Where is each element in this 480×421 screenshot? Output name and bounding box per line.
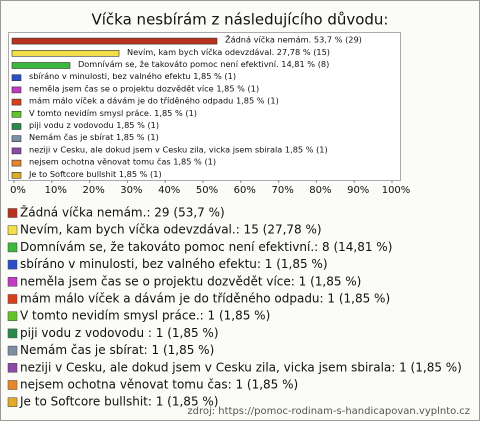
value-label: Domnívám se, že takováto pomoc není efek… [78,59,329,69]
legend-label: Nevím, kam bych víčka odevzdával.: 15 (2… [20,223,322,237]
x-tick-label: 60% [234,185,256,196]
bar [11,123,22,130]
bar [11,147,22,155]
plot-area [8,32,401,181]
legend-label: Domnívám se, že takováto pomoc není efek… [20,240,392,254]
legend-label: neziji v Cesku, ale dokud jsem v Cesku z… [20,360,462,374]
x-tick-label: 40% [158,185,180,196]
bar [11,62,71,69]
legend-swatch [7,397,18,407]
bar [11,172,22,179]
bar [11,37,218,45]
legend-label: neměla jsem čas se o projektu dozvědět v… [20,274,361,288]
value-label: neměla jsem čas se o projektu dozvědět v… [29,83,259,93]
legend-label: sbíráno v minulosti, bez valného efektu:… [20,257,328,271]
value-label: mám málo víček a dávám je do tříděného o… [29,96,279,106]
legend-label: Nemám čas je sbírat: 1 (1,85 %) [20,343,214,357]
x-tick-label: 10% [45,185,67,196]
value-label: Nevím, kam bych víčka odevzdával. 27,78 … [127,47,330,57]
bar [11,74,22,81]
legend-label: Žádná víčka nemám.: 29 (53,7 %) [20,205,225,220]
value-label: Žádná víčka nemám. 53,7 % (29) [225,34,362,45]
source: zdroj: https://pomoc-rodinam-s-handicapo… [187,406,470,417]
value-label: nejsem ochotna věnovat tomu čas 1,85 % (… [29,157,216,167]
legend-swatch [7,380,18,390]
bar [11,49,120,57]
x-tick-label: 100% [382,185,411,196]
legend-swatch [7,259,18,270]
bar [11,86,22,94]
bar [11,111,22,118]
legend-swatch [7,363,18,373]
legend-label: piji vodu z vodovodu : 1 (1,85 %) [20,326,219,340]
chart-title: Víčka nesbírám z následujícího důvodu: [92,11,389,29]
bar [11,159,22,167]
x-tick-label: 90% [347,185,369,196]
value-label: Je to Softcore bullshit 1,85 % (1) [28,169,162,179]
x-tick-label: 50% [196,185,218,196]
value-label: sbíráno v minulosti, bez valného efektu … [29,71,236,81]
legend-swatch [7,208,18,218]
x-tick-label: 30% [120,185,142,196]
x-tick-label: 80% [309,185,331,196]
bar [11,98,22,106]
legend-label: V tomto nevidím smysl práce.: 1 (1,85 %) [20,309,270,323]
legend-swatch [7,328,18,339]
legend-swatch [7,277,18,287]
value-label: neziji v Cesku, ale dokud jsem v Cesku z… [29,144,328,154]
value-label: piji vodu z vodovodu 1,85 % (1) [29,120,159,130]
legend-label: Je to Softcore bullshit: 1 (1,85 %) [19,395,218,409]
legend-label: mám málo víček a dávám je do tříděného o… [20,292,390,306]
x-tick-label: 0% [10,185,26,196]
x-tick-label: 20% [82,185,104,196]
legend-swatch [7,345,18,356]
value-label: Nemám čas je sbírat 1,85 % (1) [29,132,159,142]
legend-swatch [7,294,18,304]
bar [11,135,22,142]
value-label: V tomto nevidím smysl práce. 1,85 % (1) [29,108,197,118]
legend-swatch [7,225,18,235]
legend-swatch [7,311,18,321]
legend-swatch [7,242,18,253]
legend-label: nejsem ochotna věnovat tomu čas: 1 (1,85… [20,378,298,392]
x-tick-label: 70% [271,185,293,196]
